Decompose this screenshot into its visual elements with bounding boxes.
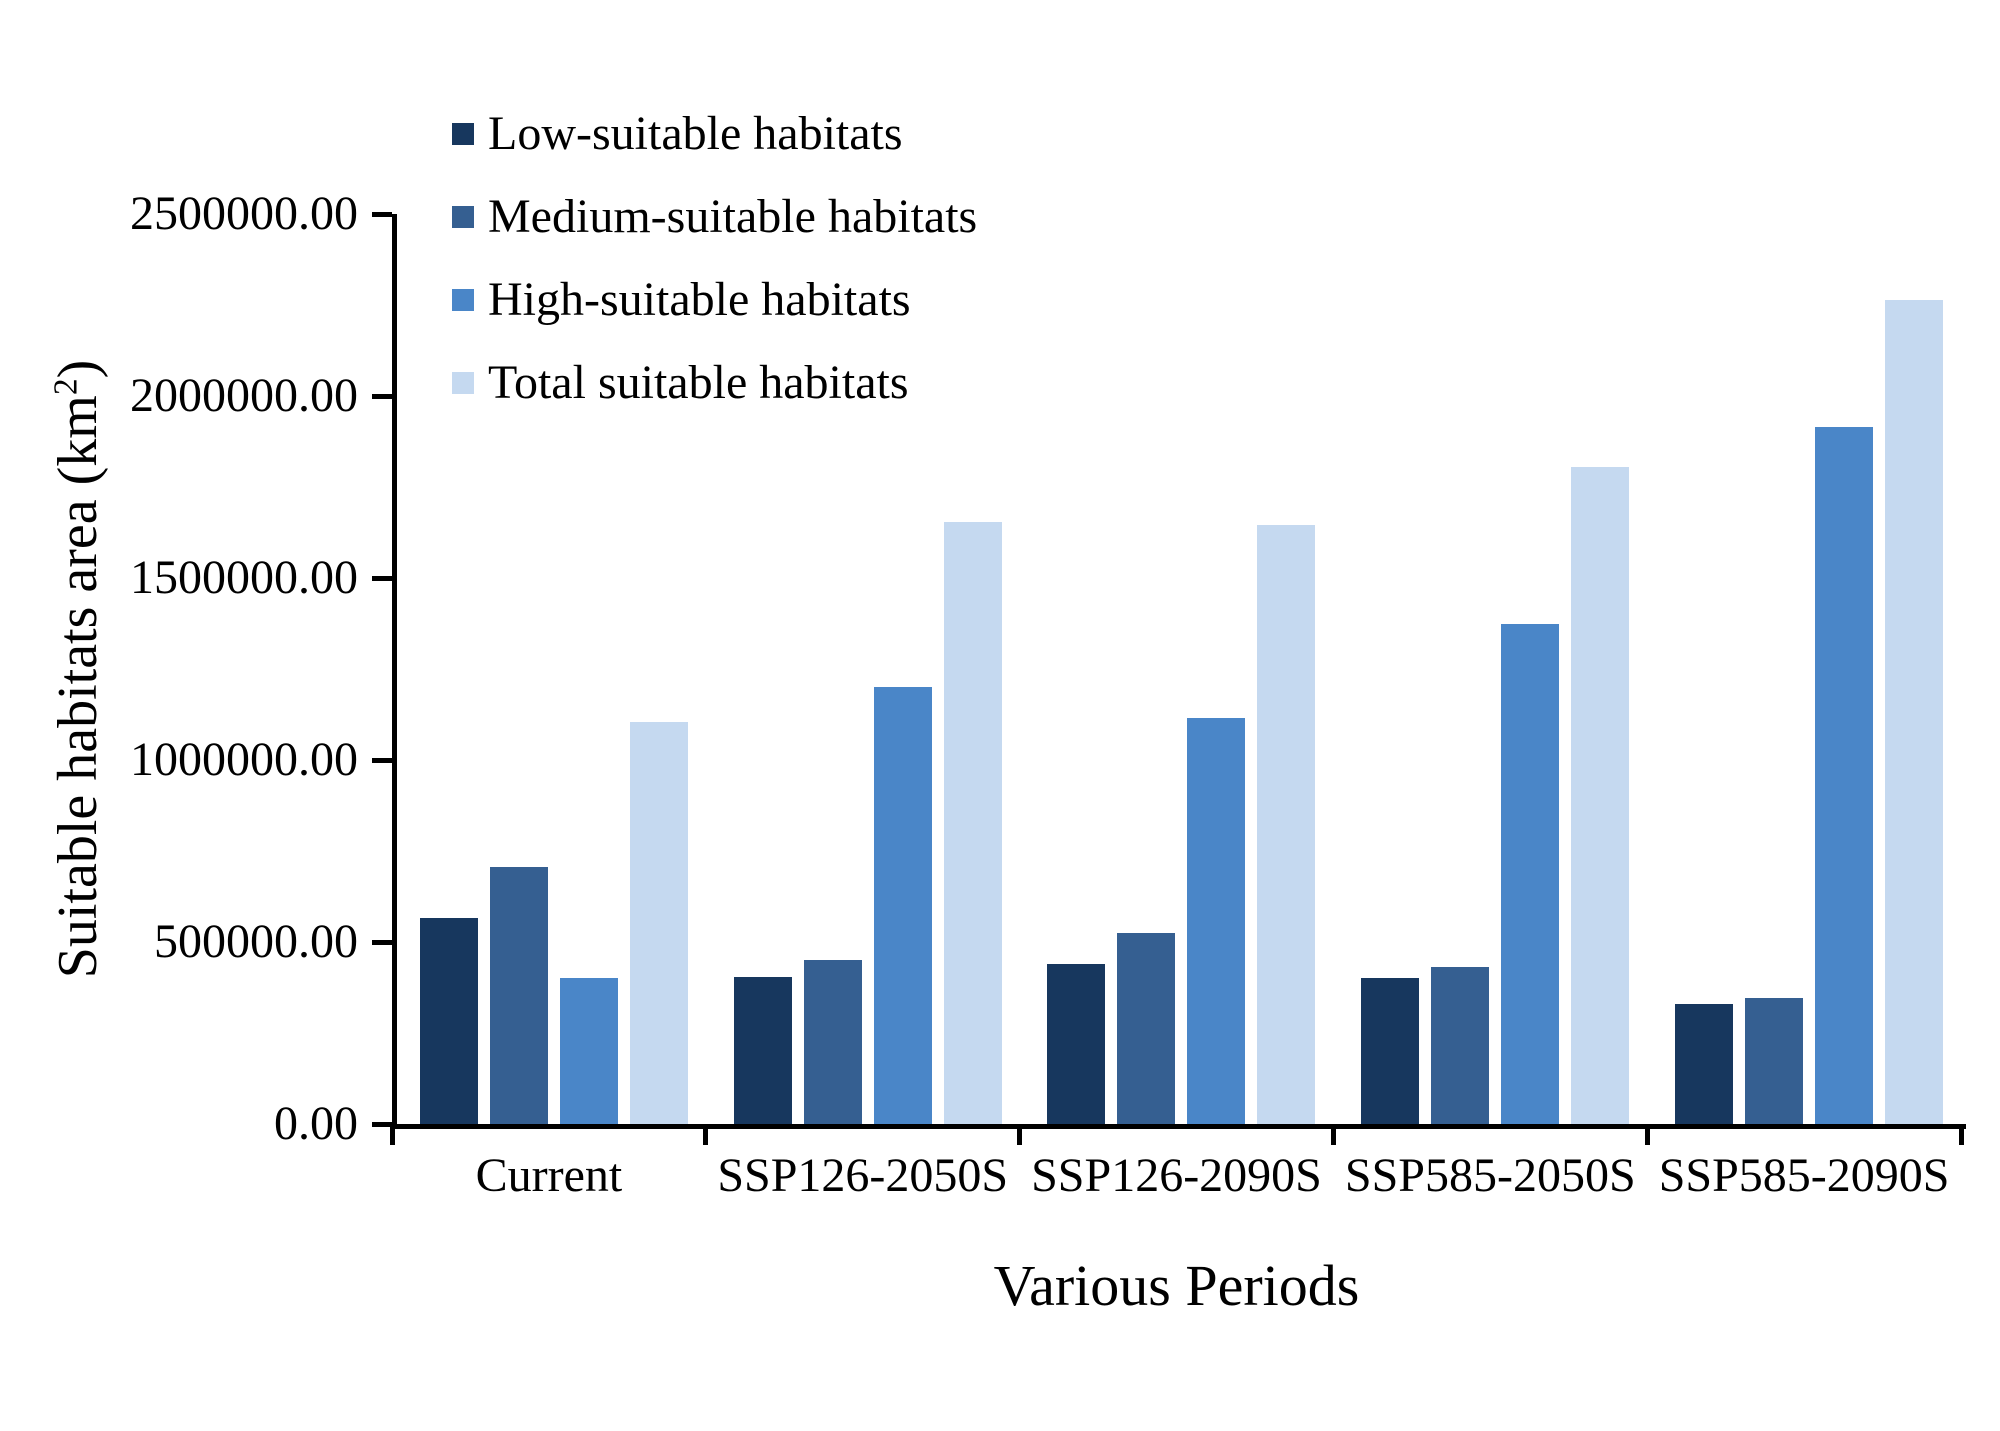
bar — [1745, 998, 1804, 1124]
bar — [733, 976, 792, 1124]
bar — [559, 978, 618, 1124]
legend-swatch-icon — [452, 288, 474, 311]
bar — [1815, 426, 1874, 1124]
y-axis-tick — [372, 576, 392, 581]
plot-area — [392, 214, 1966, 1129]
x-axis-tick — [1017, 1124, 1023, 1145]
legend-swatch-icon — [452, 122, 474, 145]
legend-label: Medium-suitable habitats — [488, 190, 978, 243]
bar — [419, 918, 478, 1124]
bar — [1675, 1003, 1734, 1124]
y-axis-tick-label: 0.00 — [274, 1097, 358, 1150]
bar — [1501, 623, 1560, 1124]
y-axis-title: Suitable habitats area (km2) — [46, 360, 110, 979]
x-category-label: SSP126-2090S — [1031, 1149, 1322, 1202]
y-axis-tick-label: 1000000.00 — [130, 733, 358, 786]
x-axis-tick — [1330, 1124, 1336, 1145]
y-axis-tick-label: 1500000.00 — [130, 551, 358, 604]
legend-item: Total suitable habitats — [452, 341, 977, 424]
bar — [629, 721, 688, 1124]
bar-group-ssp585-2050s — [1338, 214, 1652, 1124]
bar — [1361, 978, 1420, 1124]
bar-group-current — [397, 214, 711, 1124]
bar — [1885, 299, 1944, 1124]
x-category-label: SSP585-2090S — [1658, 1149, 1950, 1202]
x-axis-tick — [703, 1124, 709, 1145]
legend-item: High-suitable habitats — [452, 258, 977, 341]
x-category-label: SSP585-2050S — [1344, 1149, 1636, 1202]
legend-item: Low-suitable habitats — [452, 92, 977, 175]
bar — [1571, 466, 1630, 1124]
legend-label: High-suitable habitats — [488, 273, 911, 326]
x-category-label: Current — [475, 1149, 623, 1202]
bar — [873, 687, 932, 1124]
bar — [1187, 718, 1246, 1124]
legend-label: Total suitable habitats — [488, 356, 909, 409]
y-axis-tick — [372, 758, 392, 763]
bar — [1047, 963, 1106, 1124]
y-axis-tick — [372, 394, 392, 399]
legend-item: Medium-suitable habitats — [452, 175, 977, 258]
x-axis-tick — [1644, 1124, 1650, 1145]
bar — [1117, 932, 1176, 1124]
bar — [943, 521, 1002, 1124]
x-axis-title: Various Periods — [993, 1253, 1360, 1318]
legend-label: Low-suitable habitats — [488, 107, 903, 160]
y-axis-tick-label: 2500000.00 — [130, 187, 358, 240]
chart-legend: Low-suitable habitats Medium-suitable hab… — [452, 92, 977, 424]
bar — [1257, 525, 1316, 1124]
x-category-label: SSP126-2050S — [717, 1149, 1009, 1202]
bar — [1431, 967, 1490, 1124]
y-axis-tick-label: 2000000.00 — [130, 369, 358, 422]
y-axis-title-text: Suitable habitats area (km — [47, 395, 109, 979]
y-axis-tick-label: 500000.00 — [154, 915, 358, 968]
legend-swatch-icon — [452, 205, 474, 228]
bar-group-ssp126-2090s — [1025, 214, 1339, 1124]
bar-group-ssp585-2090s — [1652, 214, 1966, 1124]
y-axis-tick — [372, 1122, 392, 1127]
bar — [489, 867, 548, 1124]
x-axis-tick — [389, 1124, 395, 1145]
x-axis-tick — [1958, 1124, 1964, 1145]
bar-group-ssp126-2050s — [711, 214, 1025, 1124]
y-axis-tick — [372, 212, 392, 217]
legend-swatch-icon — [452, 371, 474, 394]
y-axis-tick — [372, 940, 392, 945]
bar — [803, 960, 862, 1124]
